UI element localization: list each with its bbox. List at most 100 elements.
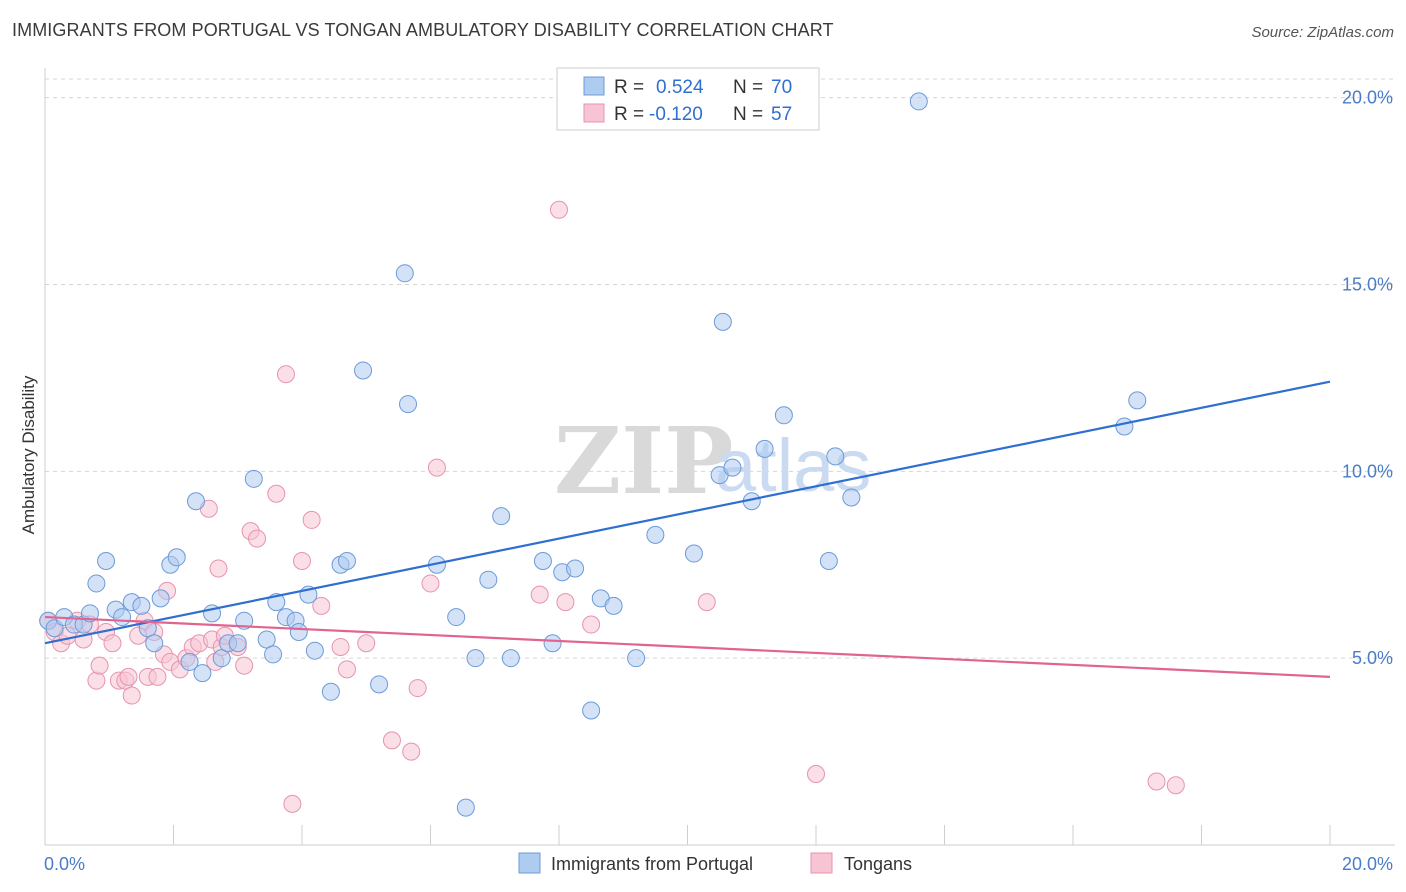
point-portugal [151,589,170,608]
legend-bottom-label-tongans: Tongans [844,854,912,874]
trend-line-portugal [44,380,1331,645]
point-tongans [807,765,825,784]
point-portugal [97,552,116,571]
legend-n-label: N = [733,104,763,125]
point-tongans [427,458,446,477]
point-tongans [1147,772,1166,791]
point-portugal [264,645,283,664]
point-portugal [819,552,838,571]
tick-labels: 5.0% 10.0% 15.0% 20.0% 0.0% 20.0% [44,88,1393,874]
point-tongans [530,585,549,604]
point-portugal [395,264,414,283]
point-portugal [826,447,845,466]
point-portugal [774,406,793,425]
y-tick-label: 20.0% [1342,88,1393,108]
y-axis-label: Ambulatory Disability [19,375,38,534]
point-tongans [331,637,350,656]
point-portugal [399,395,418,414]
point-tongans [122,686,141,705]
point-portugal [337,552,356,571]
point-tongans [421,574,440,593]
point-portugal [354,361,373,380]
point-portugal [305,641,324,660]
point-portugal [533,552,552,571]
point-tongans [283,794,302,813]
point-tongans [90,656,109,675]
point-portugal [370,675,389,694]
point-tongans [556,593,575,612]
point-portugal [193,664,212,683]
watermark: ZIP atlas [554,407,871,515]
y-tick-label: 15.0% [1342,275,1393,295]
point-tongans [312,596,331,615]
point-portugal [1115,417,1134,436]
point-tongans [119,667,138,686]
point-portugal [447,608,466,627]
point-portugal [132,596,151,615]
point-tongans [402,742,421,761]
legend-n-label: N = [733,77,763,98]
point-portugal [492,507,511,526]
axes [44,68,1395,846]
legend-bottom-swatch-portugal [518,852,541,874]
point-tongans [408,679,427,698]
point-portugal [684,544,703,563]
point-portugal [479,570,498,589]
point-portugal [456,798,475,817]
legend-r-value: -0.120 [649,104,703,125]
point-portugal [228,634,247,653]
point-tongans [382,731,401,750]
point-tongans [302,510,321,529]
legend-bottom: Immigrants from Portugal Tongans [518,852,912,874]
point-tongans [582,615,601,634]
point-portugal [755,439,774,458]
grid-lines [45,78,1395,659]
point-portugal [87,574,106,593]
trend-line-tongans [44,615,1331,678]
point-portugal [257,630,276,649]
point-tongans [248,529,267,548]
point-portugal [842,488,861,507]
point-portugal [289,623,308,642]
point-portugal [244,469,263,488]
point-portugal [1128,391,1147,410]
legend-n-value: 70 [771,77,792,98]
point-tongans [209,559,228,578]
legend-r-label: R = [614,104,644,125]
watermark-zip: ZIP [554,407,733,515]
point-tongans [1166,776,1185,795]
legend-bottom-label-portugal: Immigrants from Portugal [551,854,753,874]
y-tick-label: 10.0% [1342,461,1393,481]
trend-lines [44,380,1331,678]
series-portugal [39,92,1147,817]
point-portugal [604,596,623,615]
point-portugal [321,682,340,701]
point-tongans [293,552,311,571]
point-portugal [80,604,99,623]
point-tongans [697,593,716,612]
point-portugal [501,649,520,668]
point-portugal [543,634,562,653]
point-tongans [267,484,286,503]
point-portugal [627,649,646,668]
legend-swatch-tongans [583,103,605,123]
point-portugal [566,559,585,578]
point-tongans [550,200,568,219]
legend-swatch-portugal [583,76,605,96]
legend-bottom-swatch-tongans [810,852,833,874]
point-portugal [113,608,132,627]
x-tick-label: 20.0% [1342,854,1393,874]
point-portugal [909,92,928,111]
source-credit: Source: ZipAtlas.com [1251,24,1394,41]
point-tongans [103,634,122,653]
point-portugal [466,649,485,668]
point-tongans [276,365,295,384]
point-portugal [582,701,601,720]
point-portugal [186,492,205,511]
point-portugal [167,548,186,567]
point-portugal [723,458,742,477]
point-tongans [148,667,167,686]
chart-title: IMMIGRANTS FROM PORTUGAL VS TONGAN AMBUL… [12,20,834,40]
point-tongans [337,660,356,679]
